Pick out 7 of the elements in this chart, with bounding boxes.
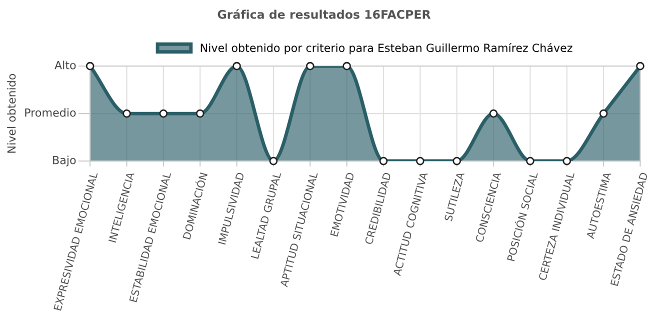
chart-title: Gráfica de resultados 16FACPER: [218, 9, 431, 19]
y-axis-title: Nivel obtenido: [7, 74, 16, 153]
text: Promedio: [25, 108, 76, 117]
x-tick-label: LEALTAD GRUPAL: [250, 172, 282, 259]
text: Bajo: [53, 156, 76, 166]
legend-label: Nivel obtenido por criterio para Esteban Guillermo Ramírez Chávez: [200, 43, 572, 54]
text: Alto: [54, 60, 76, 70]
